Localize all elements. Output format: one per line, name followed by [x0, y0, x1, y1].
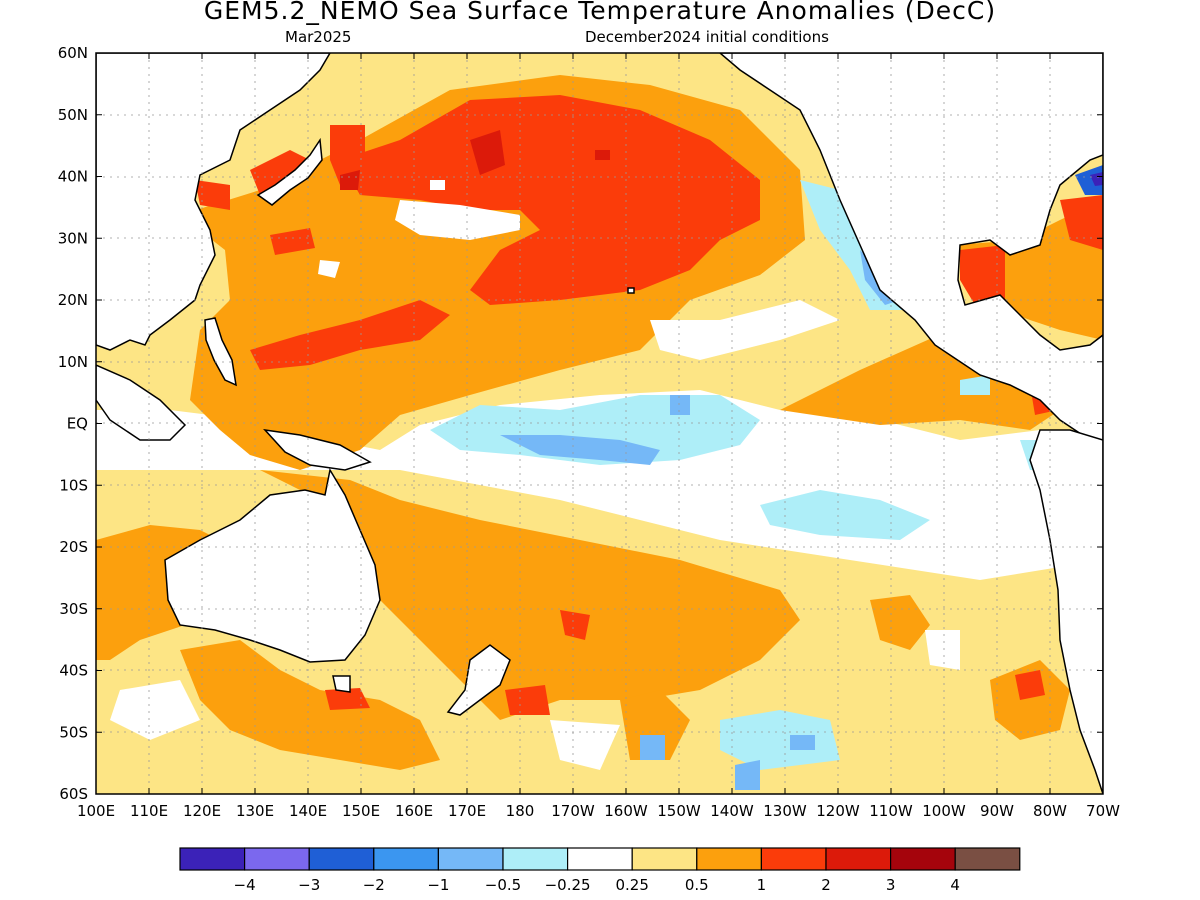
legend-swatch	[437, 847, 504, 871]
forecast-month-label: Mar2025	[285, 28, 352, 46]
lat-tick-label: 40N	[58, 168, 88, 186]
japan	[256, 137, 323, 206]
lon-tick-label: 140E	[289, 802, 327, 820]
legend-swatch	[566, 847, 633, 871]
lon-tick-label: 110W	[869, 802, 913, 820]
lon-tick-label: 140W	[710, 802, 754, 820]
coastlines	[96, 53, 1103, 794]
legend-swatch	[825, 847, 892, 871]
legend-label: 1	[757, 876, 767, 894]
legend-swatch	[889, 847, 956, 871]
legend-swatch	[631, 847, 698, 871]
lat-tick-label: 50S	[59, 723, 88, 741]
legend-label: −0.25	[545, 876, 591, 894]
new-zealand	[446, 644, 511, 716]
legend-swatch	[373, 847, 439, 871]
lat-tick-label: 20S	[59, 538, 88, 556]
taiwan-philippines	[204, 317, 237, 387]
initial-conditions-label: December2024 initial conditions	[585, 28, 829, 46]
legend-swatch	[179, 847, 246, 871]
lat-tick-label: 10N	[58, 353, 88, 371]
lat-tick-label: 10S	[59, 476, 88, 494]
anomaly-strong-negative	[1075, 165, 1103, 195]
legend-label: 2	[821, 876, 831, 894]
legend-swatch	[502, 847, 569, 871]
lat-tick-label: 30S	[59, 600, 88, 618]
lon-tick-label: 100E	[77, 802, 115, 820]
map-title: GEM5.2_NEMO Sea Surface Temperature Anom…	[203, 0, 997, 25]
lon-tick-label: 110E	[130, 802, 168, 820]
legend-label: 0.5	[685, 876, 709, 894]
hawaii	[627, 287, 635, 294]
longitude-labels: 100E 110E 120E 130E 140E 150E 160E 170E 180 170W 1…	[77, 802, 1120, 820]
lat-tick-label: 60N	[58, 44, 88, 62]
legend-swatch	[954, 847, 1021, 871]
lon-tick-label: 90W	[980, 802, 1014, 820]
lon-tick-label: 160E	[395, 802, 433, 820]
lon-tick-label: 150W	[657, 802, 701, 820]
lon-tick-label: 100W	[922, 802, 966, 820]
legend-swatch	[696, 847, 762, 871]
lon-tick-label: 180	[506, 802, 535, 820]
lon-tick-label: 130E	[236, 802, 274, 820]
legend-swatch	[308, 847, 375, 871]
lon-tick-label: 170W	[551, 802, 595, 820]
lon-tick-label: 120E	[183, 802, 221, 820]
tasmania	[332, 675, 351, 693]
asia-landmass	[96, 53, 331, 351]
lat-tick-label: 60S	[59, 785, 88, 803]
legend-swatch	[760, 847, 827, 871]
south-america	[1029, 429, 1103, 794]
legend-label: −0.5	[485, 876, 521, 894]
borneo-sumatra	[96, 364, 187, 441]
legend-label: −4	[234, 876, 256, 894]
anomaly-2-3	[340, 130, 610, 190]
lon-tick-label: 170E	[448, 802, 486, 820]
latitude-labels: 60N 50N 40N 30N 20N 10N EQ 10S 20S 30S 40S 50S 60S	[58, 44, 88, 803]
legend-label: −2	[363, 876, 385, 894]
new-guinea	[263, 428, 372, 471]
lon-tick-label: 70W	[1086, 802, 1120, 820]
lon-tick-label: 80W	[1033, 802, 1067, 820]
legend-label: −3	[298, 876, 320, 894]
lon-tick-label: 130W	[763, 802, 807, 820]
australia	[164, 467, 381, 663]
axis-ticks	[95, 52, 1104, 795]
lon-tick-label: 120W	[816, 802, 860, 820]
legend-label: 4	[950, 876, 960, 894]
legend-label: −1	[427, 876, 449, 894]
lon-tick-label: 150E	[342, 802, 380, 820]
color-legend: −4 −3 −2 −1 −0.5 −0.25 0.25 0.5 1 2 3 4	[179, 847, 1021, 894]
lat-tick-label: 40S	[59, 662, 88, 680]
graticule	[96, 53, 1103, 794]
legend-swatch	[244, 847, 310, 871]
lat-tick-label: EQ	[67, 415, 88, 433]
lat-tick-label: 20N	[58, 291, 88, 309]
anomaly-near-zero	[110, 180, 960, 770]
lat-tick-label: 50N	[58, 106, 88, 124]
legend-label: 3	[886, 876, 896, 894]
lat-tick-label: 30N	[58, 229, 88, 247]
legend-label: 0.25	[615, 876, 648, 894]
lon-tick-label: 160W	[604, 802, 648, 820]
north-america	[718, 53, 1103, 462]
